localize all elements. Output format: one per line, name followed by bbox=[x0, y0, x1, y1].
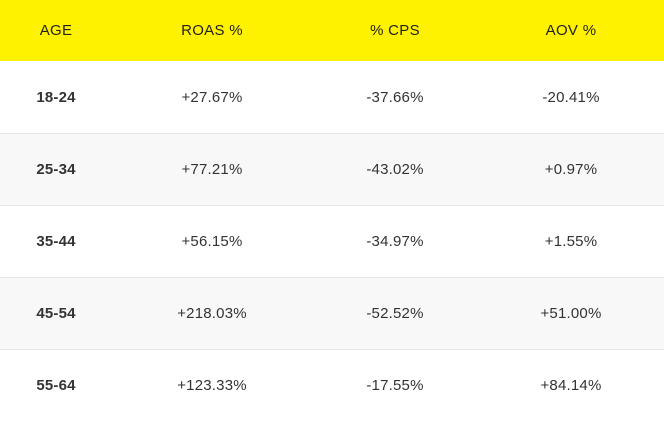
age-cell: 25-34 bbox=[36, 161, 76, 178]
roas-cell: +27.67% bbox=[181, 88, 243, 106]
table-row: 18-24 +27.67% -37.66% -20.41% bbox=[0, 61, 664, 133]
header-aov: AOV % bbox=[545, 22, 597, 39]
table-row: 45-54 +218.03% -52.52% +51.00% bbox=[0, 277, 664, 349]
table-header-row: AGE ROAS % % CPS AOV % bbox=[0, 0, 664, 61]
aov-cell: +84.14% bbox=[540, 377, 602, 394]
table-row: 55-64 +123.33% -17.55% +84.14% bbox=[0, 349, 664, 421]
age-cell: 35-44 bbox=[36, 233, 76, 250]
roas-cell: +77.21% bbox=[181, 161, 243, 178]
header-roas: ROAS % bbox=[181, 22, 243, 39]
header-age: AGE bbox=[39, 22, 73, 39]
cps-cell: -43.02% bbox=[366, 161, 424, 178]
aov-cell: +0.97% bbox=[544, 161, 598, 178]
header-cps: % CPS bbox=[370, 22, 420, 39]
age-cell: 55-64 bbox=[36, 377, 76, 394]
roas-cell: +123.33% bbox=[177, 377, 247, 394]
cps-cell: -37.66% bbox=[366, 88, 424, 106]
roas-cell: +56.15% bbox=[181, 233, 243, 250]
roas-cell: +218.03% bbox=[177, 305, 247, 322]
age-cell: 18-24 bbox=[36, 88, 76, 106]
cps-cell: -52.52% bbox=[366, 305, 424, 322]
age-cell: 45-54 bbox=[36, 305, 76, 322]
table-row: 25-34 +77.21% -43.02% +0.97% bbox=[0, 133, 664, 205]
aov-cell: -20.41% bbox=[542, 88, 600, 106]
aov-cell: +51.00% bbox=[540, 305, 602, 322]
aov-cell: +1.55% bbox=[544, 233, 598, 250]
cps-cell: -34.97% bbox=[366, 233, 424, 250]
table-row: 35-44 +56.15% -34.97% +1.55% bbox=[0, 205, 664, 277]
cps-cell: -17.55% bbox=[366, 377, 424, 394]
